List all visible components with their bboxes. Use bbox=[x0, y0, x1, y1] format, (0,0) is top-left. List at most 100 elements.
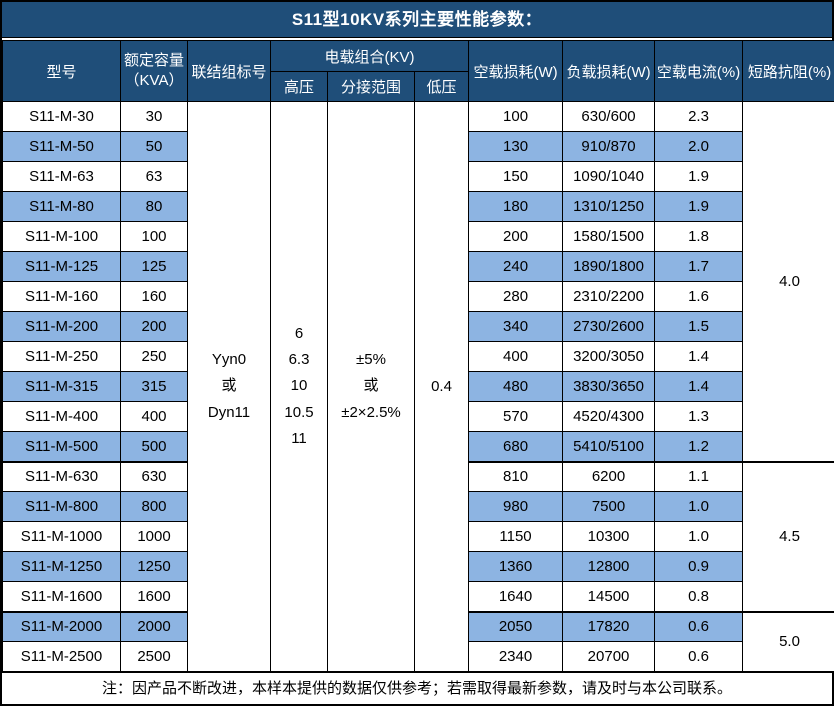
cell-no-load-loss: 150 bbox=[468, 161, 564, 192]
cell-no-load-loss: 200 bbox=[468, 221, 564, 252]
cell-no-load-loss: 1150 bbox=[468, 521, 564, 552]
cell-model: S11-M-100 bbox=[2, 221, 121, 252]
cell-no-load-loss: 2050 bbox=[468, 610, 564, 642]
table-row: S11-M-63 63 150 1090/1040 1.9 bbox=[2, 161, 834, 192]
cell-capacity: 160 bbox=[120, 281, 188, 312]
cell-hv: 6 6.3 10 10.5 11 bbox=[270, 101, 328, 672]
cell-load-loss: 6200 bbox=[562, 460, 656, 492]
cell-lv: 0.4 bbox=[413, 101, 470, 672]
cell-no-load-current: 0.8 bbox=[654, 581, 744, 612]
table-row: S11-M-400 400 570 4520/4300 1.3 bbox=[2, 401, 834, 432]
cell-model: S11-M-1250 bbox=[2, 551, 121, 582]
col-header-no-load-loss: 空载损耗(W) bbox=[468, 40, 564, 102]
col-header-tap-range: 分接范围 bbox=[327, 71, 415, 102]
cell-load-loss: 12800 bbox=[562, 551, 656, 582]
cell-impedance-group: 5.0 bbox=[742, 610, 834, 672]
col-header-model: 型号 bbox=[2, 40, 121, 102]
cell-load-loss: 14500 bbox=[562, 581, 656, 612]
cell-capacity: 2000 bbox=[120, 610, 188, 642]
cell-no-load-current: 1.4 bbox=[654, 341, 744, 372]
cell-model: S11-M-80 bbox=[2, 191, 121, 222]
title-divider bbox=[2, 38, 832, 40]
cell-model: S11-M-125 bbox=[2, 251, 121, 282]
cell-no-load-current: 1.0 bbox=[654, 521, 744, 552]
table-row: S11-M-800 800 980 7500 1.0 bbox=[2, 491, 834, 522]
cell-no-load-loss: 280 bbox=[468, 281, 564, 312]
cell-no-load-current: 1.2 bbox=[654, 431, 744, 462]
cell-vector-group: Yyn0 或 Dyn11 bbox=[187, 101, 271, 672]
table-row: S11-M-1600 1600 1640 14500 0.8 bbox=[2, 581, 834, 612]
cell-model: S11-M-63 bbox=[2, 161, 121, 192]
cell-load-loss: 7500 bbox=[562, 491, 656, 522]
cell-no-load-loss: 240 bbox=[468, 251, 564, 282]
cell-no-load-current: 1.4 bbox=[654, 371, 744, 402]
cell-model: S11-M-2500 bbox=[2, 641, 121, 672]
cell-capacity: 1250 bbox=[120, 551, 188, 582]
table-row: S11-M-1000 1000 1150 10300 1.0 bbox=[2, 521, 834, 552]
cell-no-load-loss: 100 bbox=[468, 101, 564, 132]
cell-model: S11-M-800 bbox=[2, 491, 121, 522]
cell-no-load-current: 1.7 bbox=[654, 251, 744, 282]
cell-load-loss: 10300 bbox=[562, 521, 656, 552]
table-row: S11-M-160 160 280 2310/2200 1.6 bbox=[2, 281, 834, 312]
cell-load-loss: 3200/3050 bbox=[562, 341, 656, 372]
footnote: 注：因产品不断改进，本样本提供的数据仅供参考；若需取得最新参数，请及时与本公司联… bbox=[2, 672, 832, 704]
cell-load-loss: 2310/2200 bbox=[562, 281, 656, 312]
cell-no-load-current: 0.6 bbox=[654, 610, 744, 642]
cell-model: S11-M-315 bbox=[2, 371, 121, 402]
cell-no-load-current: 1.8 bbox=[654, 221, 744, 252]
cell-capacity: 80 bbox=[120, 191, 188, 222]
table-row: S11-M-250 250 400 3200/3050 1.4 bbox=[2, 341, 834, 372]
cell-no-load-loss: 130 bbox=[468, 131, 564, 162]
table-row: S11-M-200 200 340 2730/2600 1.5 bbox=[2, 311, 834, 342]
table-row: S11-M-630 630 810 6200 1.1 4.5 bbox=[2, 460, 834, 612]
table-header: 型号 额定容量 （KVA） 联结组标号 电载组合(KV) 空载损耗(W) 负载损… bbox=[2, 40, 834, 102]
cell-model: S11-M-250 bbox=[2, 341, 121, 372]
cell-no-load-current: 1.1 bbox=[654, 460, 744, 492]
cell-no-load-loss: 400 bbox=[468, 341, 564, 372]
cell-model: S11-M-400 bbox=[2, 401, 121, 432]
cell-no-load-current: 1.5 bbox=[654, 311, 744, 342]
cell-capacity: 50 bbox=[120, 131, 188, 162]
cell-no-load-loss: 1640 bbox=[468, 581, 564, 612]
table-row: S11-M-125 125 240 1890/1800 1.7 bbox=[2, 251, 834, 282]
col-header-load-loss: 负载损耗(W) bbox=[562, 40, 656, 102]
cell-no-load-current: 0.6 bbox=[654, 641, 744, 672]
cell-capacity: 400 bbox=[120, 401, 188, 432]
spec-table: 型号 额定容量 （KVA） 联结组标号 电载组合(KV) 空载损耗(W) 负载损… bbox=[2, 40, 834, 672]
table-row: S11-M-100 100 200 1580/1500 1.8 bbox=[2, 221, 834, 252]
col-header-lv: 低压 bbox=[413, 71, 470, 102]
cell-capacity: 125 bbox=[120, 251, 188, 282]
cell-impedance-group: 4.0 bbox=[742, 101, 834, 462]
cell-load-loss: 910/870 bbox=[562, 131, 656, 162]
cell-capacity: 250 bbox=[120, 341, 188, 372]
cell-capacity: 630 bbox=[120, 460, 188, 492]
cell-load-loss: 1090/1040 bbox=[562, 161, 656, 192]
col-header-no-load-current: 空载电流(%) bbox=[654, 40, 744, 102]
cell-no-load-loss: 680 bbox=[468, 431, 564, 462]
cell-no-load-loss: 570 bbox=[468, 401, 564, 432]
col-header-impedance: 短路抗阻(%) bbox=[742, 40, 834, 102]
table-row: S11-M-30 30 Yyn0 或 Dyn11 6 6.3 10 10.5 11 ±5… bbox=[2, 101, 834, 672]
table-row: S11-M-500 500 680 5410/5100 1.2 bbox=[2, 431, 834, 462]
col-header-capacity: 额定容量 （KVA） bbox=[120, 40, 188, 102]
cell-model: S11-M-630 bbox=[2, 460, 121, 492]
cell-model: S11-M-50 bbox=[2, 131, 121, 162]
cell-load-loss: 1580/1500 bbox=[562, 221, 656, 252]
cell-load-loss: 5410/5100 bbox=[562, 431, 656, 462]
cell-no-load-loss: 2340 bbox=[468, 641, 564, 672]
cell-no-load-current: 1.6 bbox=[654, 281, 744, 312]
cell-capacity: 30 bbox=[120, 101, 188, 132]
col-header-voltage-combo: 电载组合(KV) bbox=[269, 40, 470, 72]
cell-tap-range: ±5% 或 ±2×2.5% bbox=[327, 101, 415, 672]
cell-capacity: 315 bbox=[120, 371, 188, 402]
col-header-hv: 高压 bbox=[270, 71, 328, 102]
cell-capacity: 100 bbox=[120, 221, 188, 252]
cell-model: S11-M-2000 bbox=[2, 610, 121, 642]
cell-no-load-loss: 980 bbox=[468, 491, 564, 522]
cell-no-load-current: 1.0 bbox=[654, 491, 744, 522]
table-row: S11-M-50 50 130 910/870 2.0 bbox=[2, 131, 834, 162]
cell-no-load-loss: 1360 bbox=[468, 551, 564, 582]
cell-no-load-current: 1.9 bbox=[654, 191, 744, 222]
